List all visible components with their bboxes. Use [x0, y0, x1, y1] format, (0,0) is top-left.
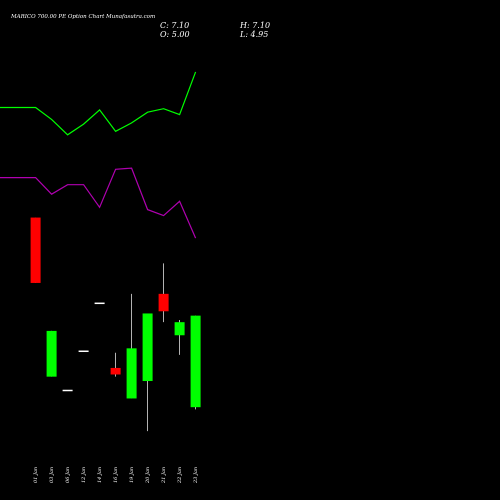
- lower-band-line: [0, 167, 197, 239]
- x-tick-label: 21 Jan: [161, 467, 167, 484]
- candle-body: [142, 313, 153, 382]
- bands-layer: [0, 71, 197, 239]
- candle-body: [110, 367, 121, 375]
- candle: [142, 313, 153, 432]
- candle: [30, 217, 41, 283]
- candle: [46, 330, 57, 377]
- candle: [94, 302, 105, 305]
- candles-layer: [30, 217, 201, 432]
- candle: [110, 352, 121, 377]
- x-tick-label: 12 Jan: [81, 467, 87, 483]
- candle-body: [62, 389, 73, 392]
- candle: [158, 263, 169, 323]
- x-tick-label: 06 Jan: [65, 467, 71, 483]
- x-tick-label: 22 Jan: [177, 467, 183, 484]
- x-tick-label: 19 Jan: [129, 467, 135, 483]
- x-tick-label: 16 Jan: [113, 467, 119, 483]
- upper-band-line: [0, 71, 197, 136]
- open-value: O: 5.00: [160, 30, 190, 39]
- candle: [62, 389, 73, 392]
- candle-body: [190, 315, 201, 408]
- low-value: L: 4.95: [240, 30, 269, 39]
- candle: [78, 350, 89, 353]
- chart-title: MARICO 700.00 PE Option Chart Munafasutr…: [11, 14, 156, 20]
- candle: [174, 320, 185, 355]
- candle: [126, 293, 137, 399]
- x-tick-label: 20 Jan: [145, 467, 151, 484]
- candle-body: [30, 217, 41, 283]
- candle-body: [46, 330, 57, 377]
- x-tick-label: 03 Jan: [49, 467, 55, 483]
- candle-body: [174, 322, 185, 336]
- x-axis-ticks: 01 Jan 03 Jan 06 Jan 12 Jan 14 Jan 16 Jan 19 J…: [33, 467, 199, 484]
- high-value: H: 7.10: [240, 21, 271, 30]
- x-tick-label: 01 Jan: [33, 467, 39, 483]
- x-tick-label: 23 Jan: [193, 467, 199, 484]
- candle-body: [94, 302, 105, 305]
- candle-body: [126, 348, 137, 399]
- candle-body: [158, 293, 169, 312]
- close-value: C: 7.10: [160, 21, 190, 30]
- candle-body: [78, 350, 89, 353]
- x-tick-label: 14 Jan: [97, 467, 103, 483]
- candle: [190, 315, 201, 410]
